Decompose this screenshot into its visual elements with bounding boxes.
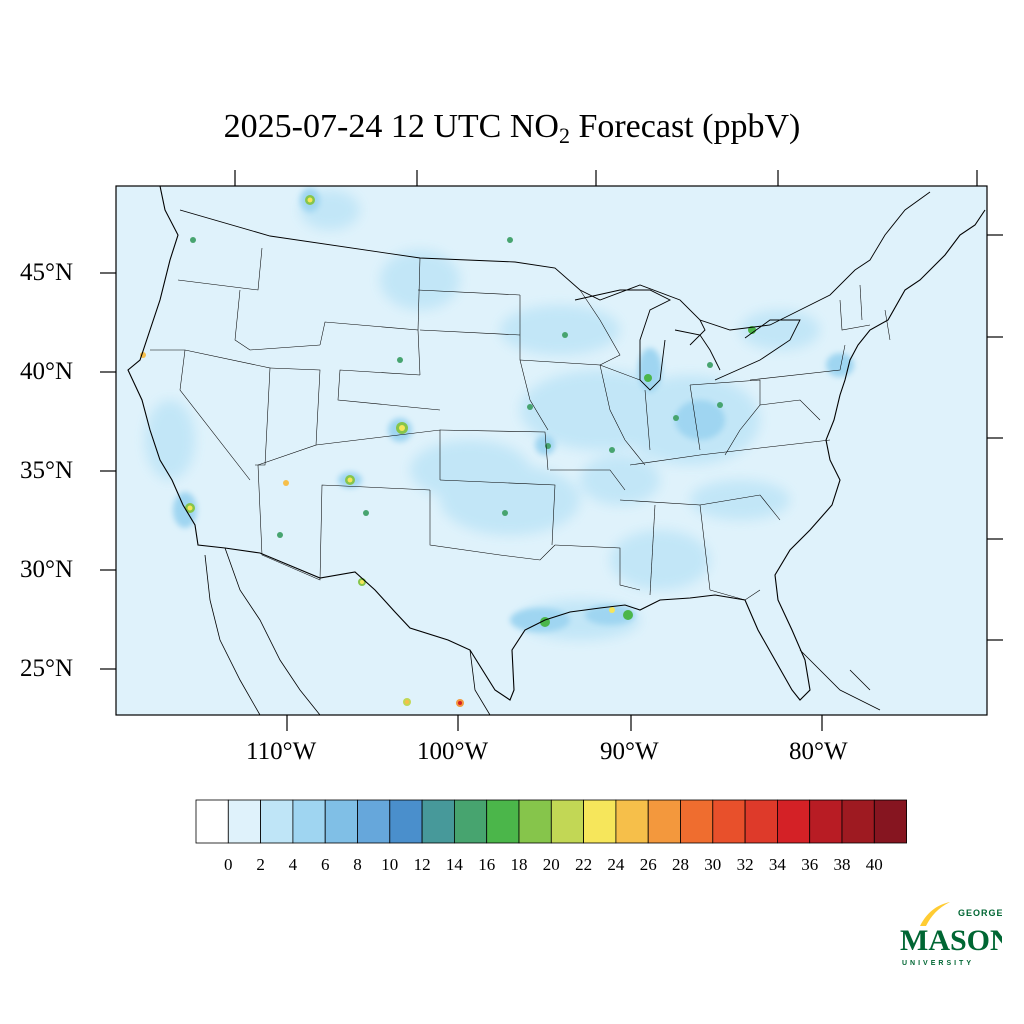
colorbar-tick-label: 0 bbox=[224, 855, 233, 874]
colorbar-tick-label: 4 bbox=[288, 855, 298, 874]
colorbar-box bbox=[357, 799, 391, 844]
colorbar-box bbox=[550, 799, 584, 844]
colorbar-tick-label: 14 bbox=[445, 855, 463, 874]
colorbar-box bbox=[712, 799, 746, 844]
boundaries bbox=[127, 186, 986, 715]
title-main-text: 2025-07-24 12 UTC NO bbox=[223, 108, 559, 145]
colorbar-box bbox=[809, 799, 843, 844]
colorbar-tick-label: 20 bbox=[542, 855, 560, 874]
colorbar-box bbox=[195, 799, 229, 844]
colorbar-box bbox=[583, 799, 617, 844]
axis-ticks bbox=[100, 170, 1003, 731]
colorbar-tick-label: 10 bbox=[381, 855, 399, 874]
colorbar-box bbox=[615, 799, 649, 844]
colorbar-box bbox=[744, 799, 778, 844]
logo-top-text: GEORGE bbox=[958, 908, 1002, 918]
lon-label-90w: 90°W bbox=[600, 738, 659, 765]
colorbar-box bbox=[292, 799, 326, 844]
lat-label-35: 35°N bbox=[20, 457, 74, 484]
colorbar-box bbox=[518, 799, 552, 844]
colorbar-box bbox=[260, 799, 294, 844]
colorbar-tick-label: 40 bbox=[865, 855, 883, 874]
colorbar-tick-label: 2 bbox=[256, 855, 265, 874]
lat-label-45: 45°N bbox=[20, 259, 74, 286]
colorbar-box bbox=[841, 799, 875, 844]
colorbar-box bbox=[324, 799, 358, 844]
colorbar-box bbox=[873, 799, 907, 844]
lat-label-30: 30°N bbox=[20, 556, 74, 583]
colorbar-tick-label: 24 bbox=[607, 855, 625, 874]
colorbar-tick-label: 16 bbox=[478, 855, 496, 874]
colorbar-tick-label: 6 bbox=[320, 855, 330, 874]
colorbar-tick-label: 36 bbox=[801, 855, 819, 874]
colorbar bbox=[195, 799, 907, 844]
logo-bottom-text: UNIVERSITY bbox=[902, 960, 974, 967]
logo-swoosh bbox=[920, 902, 950, 926]
lon-label-80w: 80°W bbox=[789, 738, 848, 765]
lat-label-25: 25°N bbox=[20, 655, 74, 682]
colorbar-tick-label: 34 bbox=[768, 855, 786, 874]
no2-field bbox=[140, 188, 854, 707]
state-lines bbox=[150, 247, 891, 601]
colorbar-box bbox=[486, 799, 520, 844]
colorbar-box bbox=[647, 799, 681, 844]
title-subscript: 2 bbox=[558, 123, 570, 148]
colorbar-box bbox=[453, 799, 488, 844]
us-outline bbox=[127, 186, 986, 701]
colorbar-box bbox=[777, 799, 811, 844]
lon-label-110w: 110°W bbox=[246, 738, 317, 765]
colorbar-box bbox=[421, 799, 455, 844]
colorbar-tick-label: 38 bbox=[833, 855, 851, 874]
colorbar-box bbox=[227, 799, 262, 844]
colorbar-box bbox=[389, 799, 423, 844]
map-frame bbox=[115, 185, 988, 716]
colorbar-box bbox=[680, 799, 714, 844]
logo-main-text: MASON bbox=[900, 924, 1002, 957]
colorbar-tick-label: 18 bbox=[510, 855, 528, 874]
canada-border bbox=[179, 191, 931, 331]
colorbar-tick-label: 26 bbox=[639, 855, 657, 874]
lat-label-40: 40°N bbox=[20, 358, 74, 385]
map-title: 2025-07-24 12 UTC NO2 Forecast (ppbV) bbox=[0, 108, 1024, 149]
colorbar-tick-label: 30 bbox=[704, 855, 722, 874]
colorbar-tick-label: 28 bbox=[672, 855, 689, 874]
george-mason-logo: GEORGE MASON UNIVERSITY bbox=[900, 902, 1002, 967]
colorbar-tick-label: 12 bbox=[413, 855, 431, 874]
colorbar-tick-label: 22 bbox=[575, 855, 593, 874]
great-lakes bbox=[574, 289, 801, 391]
lon-label-100w: 100°W bbox=[417, 738, 489, 765]
title-suffix-text: Forecast (ppbV) bbox=[569, 108, 801, 145]
colorbar-tick-label: 32 bbox=[736, 855, 754, 874]
colorbar-tick-label: 8 bbox=[353, 855, 362, 874]
